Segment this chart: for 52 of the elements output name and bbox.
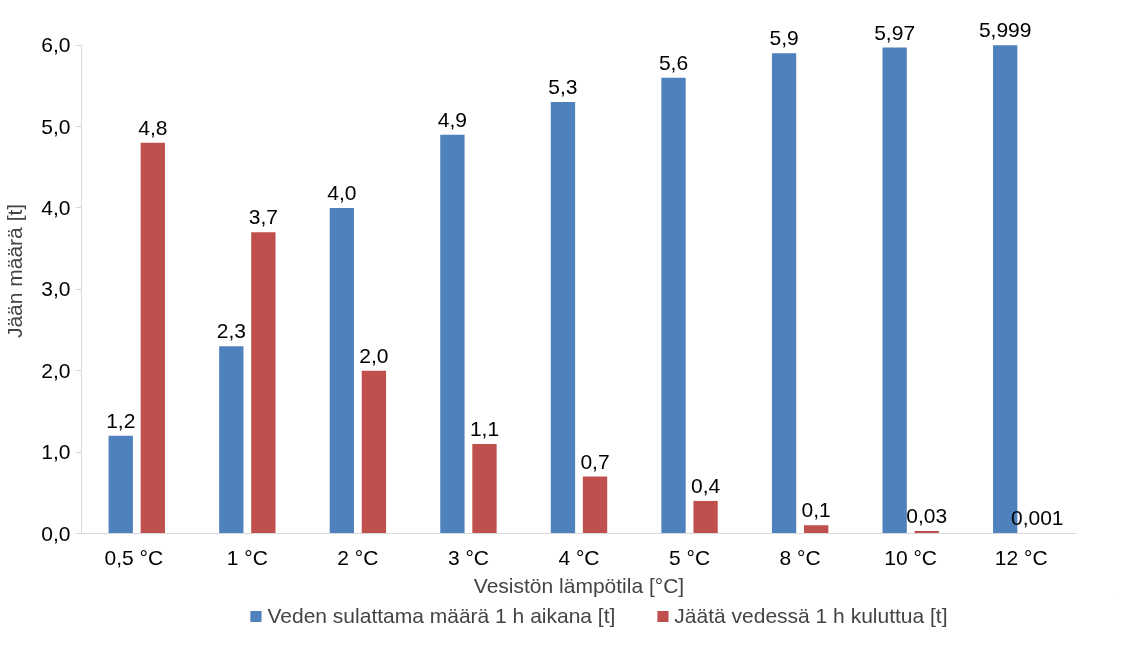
x-tick-label: 3 °C [447, 545, 489, 569]
y-tick-label: 4,0 [41, 195, 71, 219]
x-tick-label: 5 °C [669, 545, 711, 569]
x-tick-label: 4 °C [558, 545, 600, 569]
bar [140, 142, 165, 534]
data-label: 4,8 [138, 115, 168, 139]
bar [440, 134, 465, 534]
bar [361, 370, 387, 534]
bar [219, 346, 244, 534]
x-tick-label: 2 °C [337, 545, 379, 569]
data-label: 0,7 [580, 449, 610, 473]
bar [771, 53, 797, 534]
y-tick-label: 5,0 [41, 114, 71, 138]
bar [882, 47, 907, 534]
data-label: 1,2 [106, 408, 136, 432]
data-label: 5,3 [548, 75, 578, 99]
y-tick-label: 0,0 [41, 521, 71, 545]
y-axis-title: Jään määrä [t] [3, 203, 27, 339]
data-label: 0,4 [690, 473, 721, 497]
data-label: 2,3 [216, 319, 246, 343]
x-tick-label: 0,5 °C [104, 545, 164, 569]
bar [582, 476, 608, 534]
x-tick-label: 1 °C [226, 545, 268, 569]
data-label: 5,9 [769, 26, 799, 50]
bar [251, 232, 276, 534]
legend-label: Jäätä vedessä 1 h kuluttua [t] [674, 604, 948, 628]
bar [472, 443, 497, 534]
data-label: 5,999 [978, 18, 1032, 42]
data-label: 5,97 [874, 20, 916, 44]
bar [329, 207, 355, 534]
data-label: 4,9 [437, 107, 468, 131]
data-label: 4,0 [327, 180, 357, 204]
y-tick-label: 6,0 [41, 33, 71, 57]
data-label: 2,0 [359, 343, 389, 367]
x-tick-label: 10 °C [884, 545, 938, 569]
bar [108, 435, 133, 534]
data-label: 5,6 [658, 50, 689, 74]
y-tick-label: 3,0 [41, 277, 71, 301]
x-tick-label: 12 °C [994, 545, 1048, 569]
y-tick-label: 2,0 [41, 358, 71, 382]
bar [550, 102, 576, 534]
x-tick-label: 8 °C [779, 545, 821, 569]
bar [803, 525, 829, 534]
data-label: 0,03 [906, 504, 948, 528]
data-label: 1,1 [469, 416, 500, 440]
y-tick-label: 1,0 [41, 440, 71, 464]
legend-label: Veden sulattama määrä 1 h aikana [t] [267, 604, 616, 628]
bar [661, 77, 686, 534]
bar [693, 500, 718, 534]
data-label: 0,1 [801, 498, 831, 522]
data-label: 3,7 [248, 205, 278, 229]
x-axis-title: Vesistön lämpötila [°C] [473, 573, 685, 597]
